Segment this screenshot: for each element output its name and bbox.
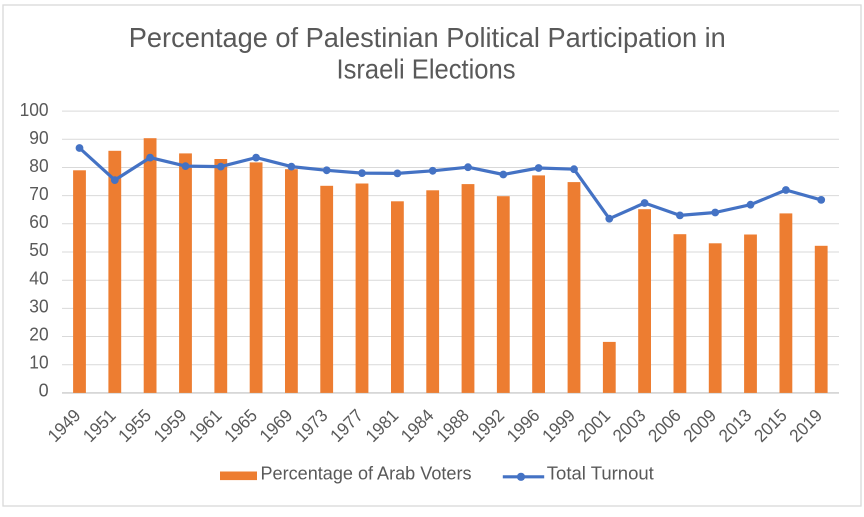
svg-text:70: 70 [29,184,48,204]
svg-text:Percentage of Palestinian Poli: Percentage of Palestinian Political Part… [129,22,726,53]
svg-text:Israeli Elections: Israeli Elections [337,53,516,84]
svg-text:20: 20 [29,324,48,344]
svg-text:90: 90 [29,128,48,148]
svg-text:30: 30 [29,296,48,316]
svg-text:80: 80 [29,156,48,176]
svg-text:100: 100 [20,100,49,120]
svg-text:50: 50 [29,240,48,260]
svg-text:10: 10 [29,353,48,373]
svg-text:Total Turnout: Total Turnout [547,464,654,484]
svg-text:0: 0 [39,381,49,401]
svg-text:40: 40 [29,268,48,288]
svg-text:Percentage of Arab Voters: Percentage of Arab Voters [261,464,472,484]
svg-text:60: 60 [29,212,48,232]
